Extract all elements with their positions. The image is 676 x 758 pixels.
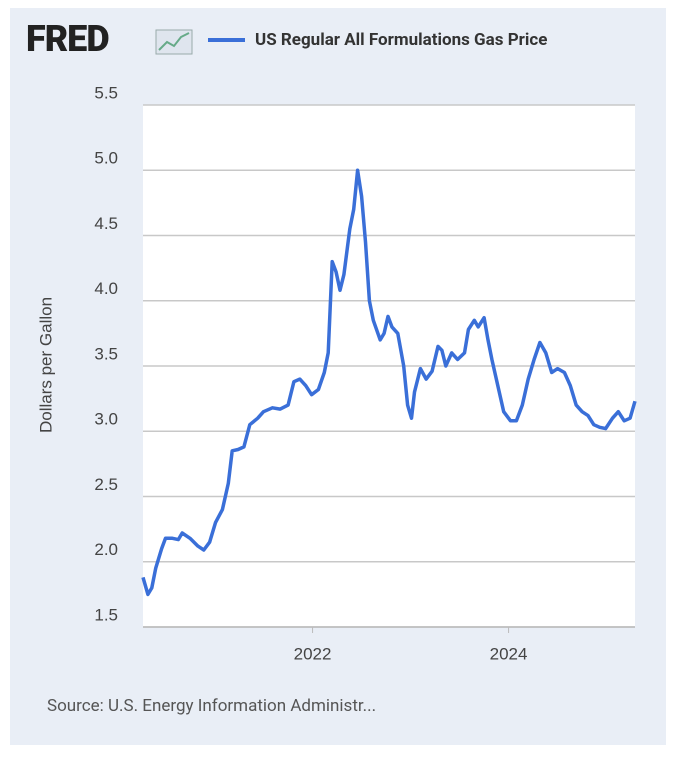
logo-icon-line xyxy=(158,32,190,51)
logo: FRED xyxy=(26,18,110,60)
y-tick-label: 3.5 xyxy=(94,344,118,363)
source: Source: U.S. Energy Information Administ… xyxy=(47,696,377,716)
legend-label: US Regular All Formulations Gas Price xyxy=(255,30,548,50)
y-tick-label: 5.0 xyxy=(94,149,118,168)
y-tick-label: 4.5 xyxy=(94,214,118,233)
y-tick-label: 1.5 xyxy=(94,605,118,624)
x-tick-label: 2022 xyxy=(294,644,332,663)
y-tick-label: 2.0 xyxy=(94,540,118,559)
y-tick-label: 5.5 xyxy=(94,83,118,102)
x-tick-label: 2024 xyxy=(490,644,528,663)
series-line xyxy=(141,168,637,597)
y-tick-label: 3.0 xyxy=(94,410,118,429)
y-tick-label: 2.5 xyxy=(94,475,118,494)
y-tick-label: 4.0 xyxy=(94,279,118,298)
y-axis-label: Dollars per Gallon xyxy=(36,297,55,433)
